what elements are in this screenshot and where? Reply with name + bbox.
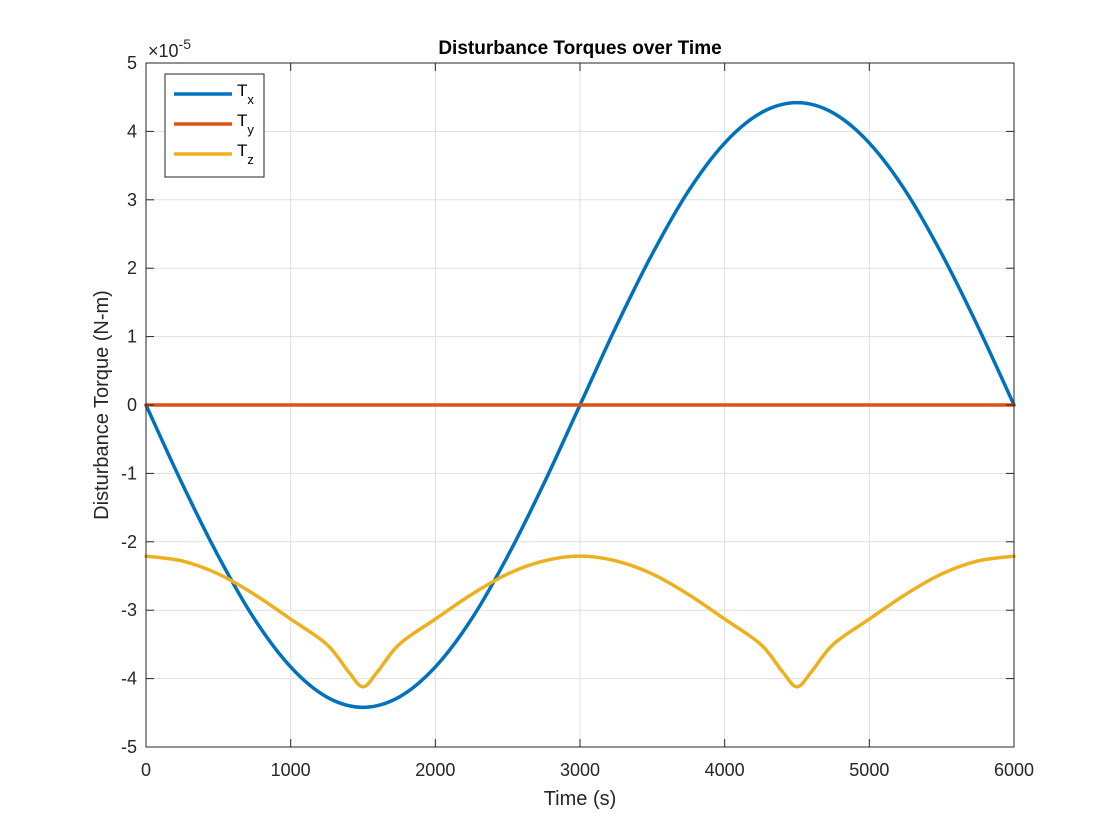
x-tick-label: 1000 — [271, 760, 311, 780]
legend-label-x: Tx — [237, 81, 254, 107]
x-tick-labels: 0 1000 2000 3000 4000 5000 6000 — [141, 760, 1034, 780]
y-tick-label: 1 — [127, 327, 137, 347]
y-tick-label: 5 — [127, 53, 137, 73]
y-tick-label: -3 — [121, 600, 137, 620]
y-exponent-label: ×10-5 — [148, 36, 191, 61]
y-tick-label: 4 — [127, 121, 137, 141]
y-tick-label: -5 — [121, 737, 137, 757]
y-tick-label: -4 — [121, 669, 137, 689]
x-axis-label: Time (s) — [544, 788, 617, 810]
chart-title: Disturbance Torques over Time — [438, 38, 721, 59]
y-tick-label: -1 — [121, 463, 137, 483]
x-tick-label: 2000 — [415, 760, 455, 780]
y-tick-label: -2 — [121, 532, 137, 552]
y-tick-label: 3 — [127, 190, 137, 210]
series-layer — [144, 100, 1016, 710]
series-line-z — [144, 554, 1016, 689]
legend-label-z: Tz — [237, 141, 254, 167]
y-tick-label: 2 — [127, 258, 137, 278]
y-tick-labels: -5 -4 -3 -2 -1 0 1 2 3 4 5 — [121, 53, 137, 757]
x-tick-label: 5000 — [849, 760, 889, 780]
x-tick-label: 6000 — [994, 760, 1034, 780]
x-tick-label: 4000 — [705, 760, 745, 780]
y-axis-label: Disturbance Torque (N-m) — [91, 290, 113, 520]
x-tick-label: 0 — [141, 760, 151, 780]
grid-lines — [146, 63, 1014, 747]
tick-marks — [145, 62, 1015, 748]
legend: Tx Ty Tz — [164, 73, 265, 178]
legend-label-y: Ty — [237, 111, 254, 137]
y-tick-label: 0 — [127, 395, 137, 415]
x-tick-label: 3000 — [560, 760, 600, 780]
